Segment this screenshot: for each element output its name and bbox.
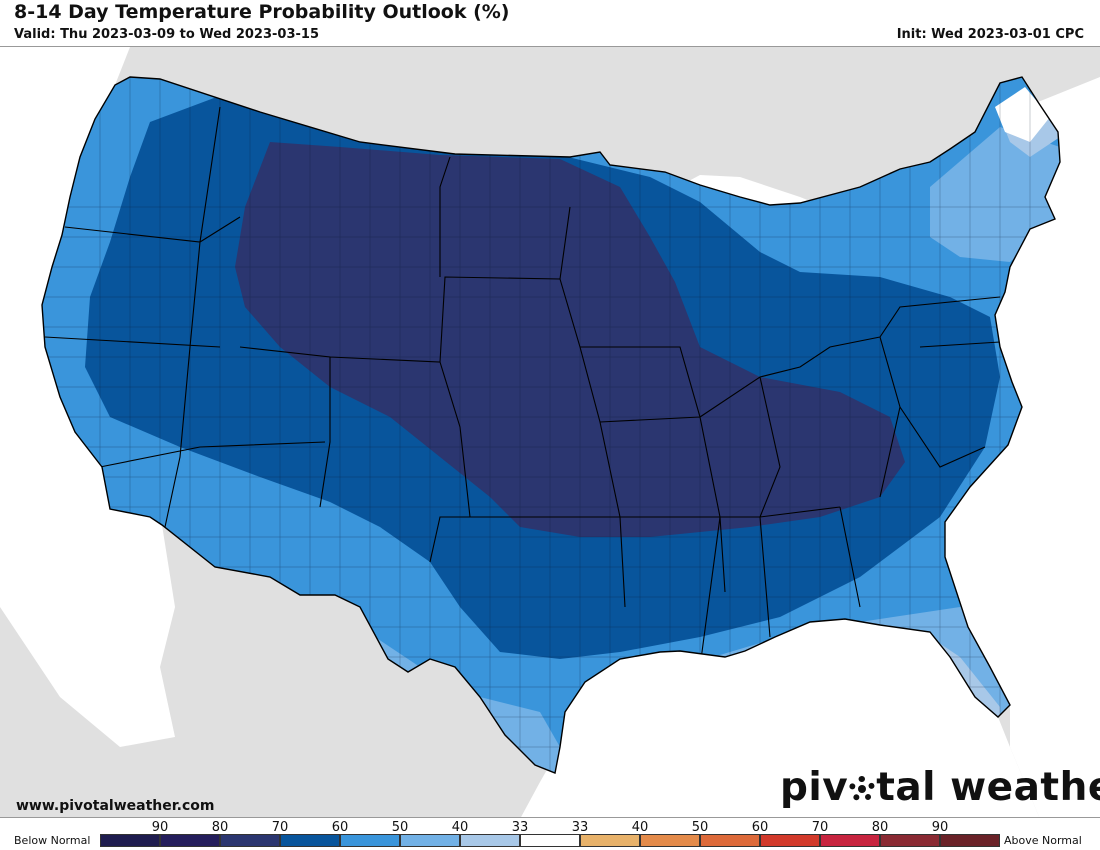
brand-logo-right: tal weather (876, 765, 1100, 810)
website-url[interactable]: www.pivotalweather.com (16, 798, 215, 814)
legend-swatch (160, 834, 220, 847)
legend-swatch (280, 834, 340, 847)
gear-icon (849, 776, 876, 802)
legend: Below Normal Above Normal 90 80 70 60 50 40 33… (0, 818, 1100, 850)
legend-swatch (580, 834, 640, 847)
legend-swatch (640, 834, 700, 847)
legend-tick-label: 33 (571, 820, 589, 835)
legend-tick-label: 50 (391, 820, 409, 835)
legend-tick-label: 90 (151, 820, 169, 835)
pacific-ocean (0, 47, 175, 747)
legend-swatch (940, 834, 1000, 847)
legend-tick-label: 33 (511, 820, 529, 835)
legend-tick-label: 60 (751, 820, 769, 835)
legend-tick-label: 70 (271, 820, 289, 835)
legend-tick-label: 60 (331, 820, 349, 835)
init-time: Init: Wed 2023-03-01 CPC (896, 27, 1084, 42)
gulf-of-mexico (521, 619, 1040, 817)
legend-tick-label: 80 (871, 820, 889, 835)
legend-tick-label: 50 (691, 820, 709, 835)
legend-tick-label: 40 (451, 820, 469, 835)
brand-logo: piv tal weather (780, 765, 1100, 810)
outlook-map[interactable] (0, 47, 1100, 818)
legend-tick-label: 40 (631, 820, 649, 835)
legend-swatch (460, 834, 520, 847)
legend-below-label: Below Normal (14, 834, 91, 847)
legend-tick-label: 80 (211, 820, 229, 835)
valid-period: Valid: Thu 2023-03-09 to Wed 2023-03-15 (14, 27, 319, 42)
legend-swatch (760, 834, 820, 847)
county-lines (42, 77, 1060, 773)
legend-tick-label: 70 (811, 820, 829, 835)
legend-swatch (100, 834, 160, 847)
atlantic-ocean (945, 77, 1100, 817)
legend-swatch (700, 834, 760, 847)
legend-swatch (220, 834, 280, 847)
zone-near-normal-maine (995, 87, 1050, 142)
header: 8-14 Day Temperature Probability Outlook… (0, 0, 1100, 46)
us-outline (41, 76, 1061, 774)
legend-above-label: Above Normal (1004, 834, 1082, 847)
legend-swatch (520, 834, 580, 847)
map-title: 8-14 Day Temperature Probability Outlook… (14, 1, 510, 23)
legend-swatch (820, 834, 880, 847)
map-frame[interactable] (0, 46, 1100, 818)
brand-logo-left: piv (780, 765, 849, 810)
legend-swatch (340, 834, 400, 847)
legend-tick-label: 90 (931, 820, 949, 835)
zone-below-70 (235, 142, 905, 537)
zone-below-40-northeast (930, 127, 1060, 262)
legend-swatch (400, 834, 460, 847)
state-borders (44, 106, 1001, 668)
legend-swatch (880, 834, 940, 847)
